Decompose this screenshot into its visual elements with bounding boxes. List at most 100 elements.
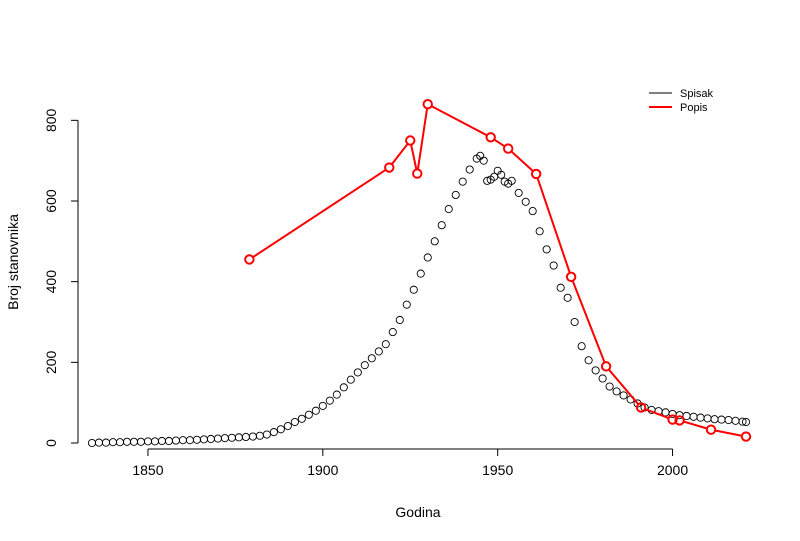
spisak-point <box>304 410 313 419</box>
y-tick-label: 800 <box>43 108 59 132</box>
spisak-point <box>451 190 460 199</box>
popis-line-segment <box>608 368 640 405</box>
spisak-point <box>115 438 125 447</box>
spisak-point <box>577 342 586 351</box>
spisak-point <box>563 293 572 302</box>
y-tick-label: 0 <box>43 439 59 447</box>
spisak-point <box>619 391 628 400</box>
spisak-point <box>696 413 705 422</box>
spisak-point <box>388 328 397 337</box>
popis-line-segment <box>536 177 571 274</box>
spisak-point <box>570 317 579 327</box>
spisak-point <box>136 437 146 446</box>
spisak-point <box>332 390 341 399</box>
spisak-point <box>122 437 132 446</box>
legend-label-spisak: Spisak <box>680 88 714 100</box>
spisak-point <box>213 434 222 443</box>
spisak-point <box>185 436 194 445</box>
spisak-point <box>297 414 306 423</box>
spisak-point <box>458 177 467 186</box>
spisak-point <box>108 438 118 447</box>
spisak-point <box>171 436 180 445</box>
spisak-point <box>178 436 187 445</box>
popis-line-segment <box>252 168 387 259</box>
spisak-point <box>150 437 159 446</box>
popis-point <box>530 168 542 180</box>
series-popis <box>244 99 752 442</box>
spisak-point <box>556 283 565 292</box>
spisak-point <box>497 170 506 179</box>
popis-point <box>405 135 416 146</box>
spisak-point <box>430 237 439 246</box>
popis-point <box>502 143 514 154</box>
spisak-point <box>381 340 390 349</box>
popis-point <box>740 431 752 442</box>
spisak-point <box>367 354 376 363</box>
spisak-point <box>262 430 271 439</box>
spisak-point <box>549 261 558 270</box>
spisak-point <box>220 434 229 443</box>
spisak-point <box>269 428 278 437</box>
popis-line-segment <box>410 144 418 170</box>
y-tick-label: 600 <box>43 189 59 213</box>
spisak-point <box>395 315 404 325</box>
spisak-point <box>483 176 492 185</box>
spisak-point <box>87 438 97 448</box>
x-ticks: 1850 1900 1950 2000 <box>132 449 688 478</box>
popis-line-segment <box>510 150 534 172</box>
spisak-point <box>535 227 544 236</box>
spisak-point <box>465 165 474 174</box>
popis-line-segment <box>644 408 670 420</box>
y-ticks: 0 200 400 600 800 <box>43 108 78 447</box>
spisak-point <box>255 431 264 440</box>
spisak-point <box>703 414 712 423</box>
spisak-point <box>234 433 243 442</box>
popis-line-segment <box>683 420 708 430</box>
spisak-point <box>402 300 411 309</box>
spisak-point <box>710 415 719 424</box>
spisak-point <box>591 366 600 375</box>
x-tick-label: 1950 <box>482 462 513 478</box>
popis-line-segment <box>714 429 743 437</box>
x-tick-label: 2000 <box>657 462 688 478</box>
spisak-point <box>731 416 740 425</box>
x-axis-label: Godina <box>395 504 440 520</box>
spisak-point <box>290 417 299 427</box>
spisak-point <box>521 197 530 206</box>
legend: Spisak Popis <box>649 88 714 114</box>
y-tick-label: 200 <box>43 350 59 374</box>
spisak-point <box>325 396 334 405</box>
spisak-point <box>374 347 383 356</box>
spisak-point <box>192 435 201 444</box>
spisak-point <box>94 438 104 447</box>
spisak-point <box>311 406 320 415</box>
popis-point <box>674 415 685 426</box>
x-tick-label: 1900 <box>307 462 338 478</box>
y-tick-label: 400 <box>43 270 59 294</box>
spisak-point <box>129 437 139 446</box>
spisak-point <box>584 356 593 365</box>
spisak-point <box>101 438 111 447</box>
spisak-point <box>346 375 355 384</box>
spisak-point <box>437 221 446 230</box>
spisak-point <box>689 412 698 421</box>
popis-point <box>412 168 423 179</box>
spisak-point <box>143 437 152 446</box>
popis-point <box>422 99 433 110</box>
popis-point <box>600 361 612 372</box>
spisak-point <box>416 269 425 278</box>
popis-point <box>635 402 647 413</box>
popis-line-segment <box>430 105 488 137</box>
spisak-point <box>423 253 432 262</box>
spisak-point <box>206 434 215 444</box>
series-spisak <box>87 151 751 448</box>
legend-label-popis: Popis <box>680 102 708 114</box>
spisak-point <box>227 433 236 442</box>
popis-line-segment <box>571 280 606 363</box>
spisak-point <box>724 415 733 425</box>
spisak-point <box>199 435 208 444</box>
popis-line-segment <box>391 143 409 165</box>
popis-point <box>485 132 496 143</box>
